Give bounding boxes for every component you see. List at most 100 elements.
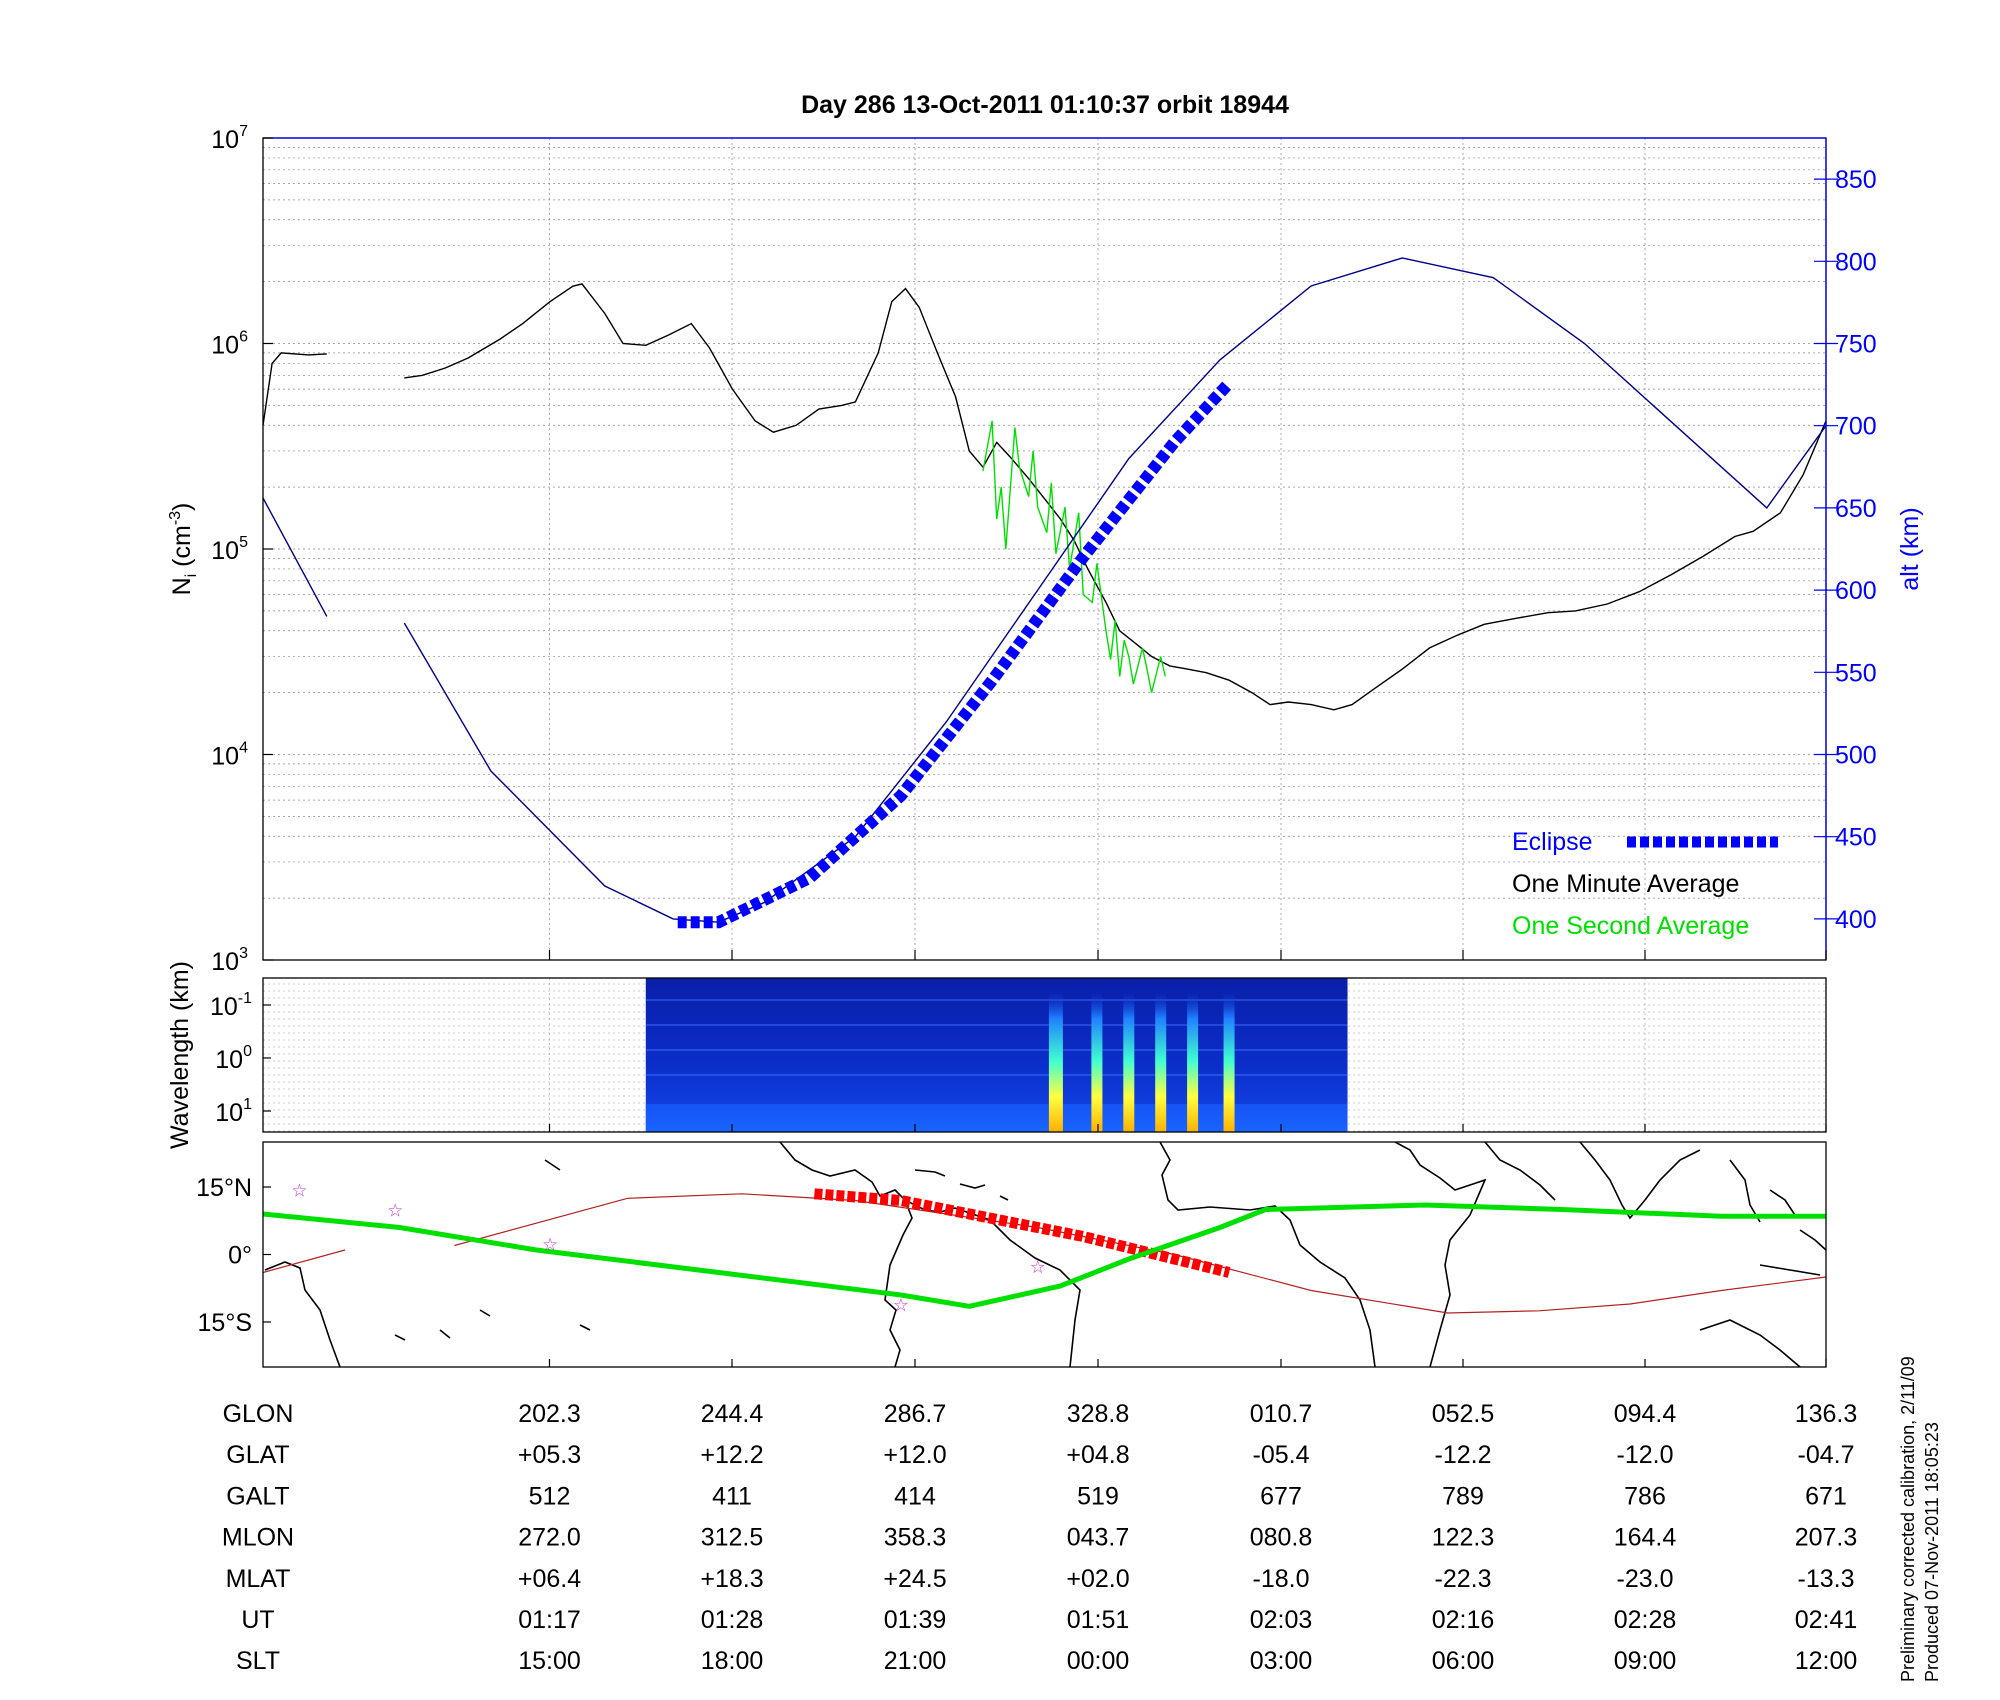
- altitude-tick-label: 850: [1835, 166, 1877, 194]
- map-x-ticks: [548, 1359, 1827, 1367]
- coast-europe-africa: [1159, 1142, 1376, 1367]
- spectrogram-tick-label-exp: -1: [238, 990, 252, 1007]
- legend-minute-label: One Minute Average: [1512, 870, 1739, 898]
- altitude-tick-label: 400: [1835, 906, 1877, 934]
- spectrogram-burst: [1123, 990, 1135, 1132]
- coast-australia: [1699, 1319, 1801, 1367]
- density-x-ticks: [548, 950, 1827, 960]
- spectrogram-tick-label-base: 10: [215, 1046, 243, 1074]
- table-row-label: UT: [241, 1606, 274, 1634]
- table-cell: 06:00: [1432, 1647, 1495, 1675]
- table-cell: 286.7: [884, 1400, 947, 1428]
- table-cell: +05.3: [518, 1441, 581, 1469]
- table-cell: 15:00: [518, 1647, 581, 1675]
- table-cell: -22.3: [1435, 1565, 1492, 1593]
- table-cell: 02:41: [1795, 1606, 1858, 1634]
- density-series: [262, 257, 1827, 929]
- ylabel-unit-close: ): [168, 503, 196, 511]
- orbit-table: GLON 202.3 244.4 286.7 328.8 010.7 052.5 094.4 1…: [222, 1400, 1857, 1675]
- altitude-tick-label: 800: [1835, 248, 1877, 276]
- ylabel-sub: i: [183, 574, 200, 578]
- table-cell: -04.7: [1798, 1441, 1855, 1469]
- table-cell: 202.3: [518, 1400, 581, 1428]
- density-tick-label-base: 10: [211, 948, 239, 976]
- star-marker: ☆: [291, 1180, 307, 1201]
- table-row-label: SLT: [236, 1647, 280, 1675]
- table-cell: 02:03: [1250, 1606, 1313, 1634]
- series-eclipse: [677, 378, 1234, 929]
- map-stars: ☆ ☆ ☆ ☆ ☆: [291, 1180, 1045, 1316]
- map-panel: ☆ ☆ ☆ ☆ ☆ 15°N 0° 15°S: [196, 1141, 1827, 1368]
- altitude-tick-label: 600: [1835, 577, 1877, 605]
- table-row-label: MLON: [222, 1524, 294, 1552]
- spectrogram-low-noise: [645, 1104, 1348, 1132]
- table-cell: 080.8: [1250, 1524, 1313, 1552]
- density-tick-label-exp: 3: [239, 945, 248, 962]
- table-cell: 094.4: [1614, 1400, 1677, 1428]
- map-frame: [262, 1141, 1827, 1368]
- table-row-label: GLAT: [226, 1441, 289, 1469]
- calibration-note: Preliminary corrected calibration, 2/11/…: [1898, 1356, 1918, 1682]
- spectrogram-tick-label: 101: [215, 1096, 252, 1127]
- table-cell: 01:17: [518, 1606, 581, 1634]
- table-cell: 010.7: [1250, 1400, 1313, 1428]
- table-row-label: MLAT: [226, 1565, 291, 1593]
- table-cell: -12.0: [1617, 1441, 1674, 1469]
- spectrogram-y-axis-label: Wavelength (km): [166, 961, 194, 1149]
- table-cell: +18.3: [700, 1565, 763, 1593]
- density-tick-label-base: 10: [211, 743, 239, 771]
- coast-southeast-asia: [1729, 1159, 1826, 1276]
- altitude-tick-label: 500: [1835, 742, 1877, 770]
- table-cell: 358.3: [884, 1524, 947, 1552]
- map-tick-label: 0°: [228, 1242, 252, 1270]
- density-tick-label-exp: 6: [239, 329, 248, 346]
- table-cell: 01:28: [701, 1606, 764, 1634]
- map-tracks: [262, 1188, 1827, 1314]
- table-cell: -23.0: [1617, 1565, 1674, 1593]
- density-tick-label-exp: 5: [239, 534, 248, 551]
- produced-note: Produced 07-Nov-2011 18:05:23: [1922, 1422, 1942, 1682]
- altitude-tick-label: 750: [1835, 331, 1877, 359]
- spectrogram-tick-label-base: 10: [210, 993, 238, 1021]
- density-tick-label: 107: [211, 123, 248, 154]
- spectrogram-burst: [1048, 990, 1063, 1132]
- coast-south-america: [884, 1199, 913, 1367]
- density-grid: [263, 138, 1826, 961]
- spectrogram-tick-label: 100: [215, 1043, 252, 1074]
- spectrogram-tick-label-exp: 0: [243, 1043, 252, 1060]
- altitude-tick-label: 650: [1835, 495, 1877, 523]
- coast-arabia: [1484, 1142, 1556, 1201]
- density-tick-label: 103: [211, 945, 248, 976]
- chart-title: Day 286 13-Oct-2011 01:10:37 orbit 18944: [801, 91, 1289, 119]
- table-cell: 00:00: [1067, 1647, 1130, 1675]
- altitude-tick-label: 700: [1835, 413, 1877, 441]
- density-tick-label: 105: [211, 534, 248, 565]
- coast-india: [1579, 1142, 1701, 1220]
- coast-caribbean: [914, 1169, 1009, 1201]
- density-tick-label-base: 10: [211, 126, 239, 154]
- table-cell: 411: [712, 1482, 752, 1510]
- spectrogram-tick-label-exp: 1: [243, 1096, 252, 1113]
- spectrogram-burst: [1091, 990, 1103, 1132]
- map-y-ticks: 15°N 0° 15°S: [196, 1174, 271, 1337]
- coast-africa-east: [1394, 1142, 1487, 1367]
- spectrogram-burst: [1223, 990, 1235, 1132]
- coastlines: [264, 1142, 1826, 1367]
- table-cell: 12:00: [1795, 1647, 1858, 1675]
- spectrogram-burst: [1187, 990, 1199, 1132]
- table-cell: +12.2: [700, 1441, 763, 1469]
- table-cell: 789: [1442, 1482, 1484, 1510]
- table-cell: 03:00: [1250, 1647, 1313, 1675]
- legend-second-label: One Second Average: [1512, 912, 1749, 940]
- table-cell: 164.4: [1614, 1524, 1677, 1552]
- spectrogram-image: [645, 978, 1348, 1132]
- map-tick-label: 15°S: [198, 1309, 252, 1337]
- table-row-label: GALT: [226, 1482, 289, 1510]
- density-tick-label-base: 10: [211, 537, 239, 565]
- table-cell: +04.8: [1066, 1441, 1129, 1469]
- density-tick-label-base: 10: [211, 332, 239, 360]
- table-cell: 272.0: [518, 1524, 581, 1552]
